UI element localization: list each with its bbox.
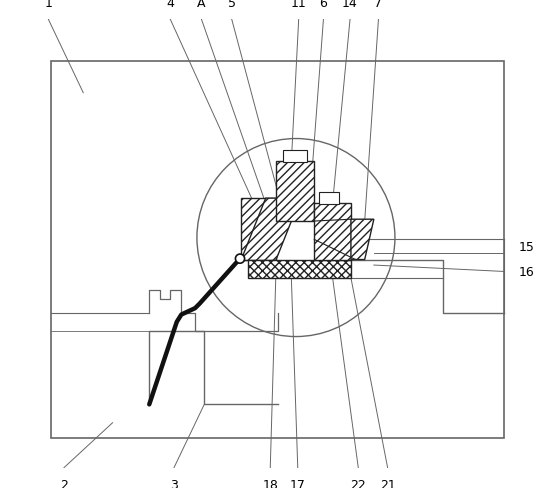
Text: 14: 14	[342, 0, 358, 10]
Text: 4: 4	[166, 0, 174, 10]
Text: 7: 7	[374, 0, 383, 10]
Text: 18: 18	[262, 478, 278, 488]
Bar	[276, 162, 314, 222]
Bar	[241, 199, 276, 261]
Circle shape	[235, 255, 245, 264]
Bar	[283, 150, 307, 163]
Bar	[249, 260, 351, 278]
Text: 11: 11	[291, 0, 306, 10]
Bar	[314, 203, 351, 260]
Bar	[319, 192, 339, 204]
Text: 5: 5	[228, 0, 236, 10]
Text: 15: 15	[519, 241, 534, 254]
Text: 16: 16	[519, 265, 534, 278]
Text: 17: 17	[290, 478, 306, 488]
Bar	[51, 61, 504, 438]
Polygon shape	[241, 199, 300, 261]
Text: 1: 1	[44, 0, 52, 10]
Text: 3: 3	[170, 478, 178, 488]
Text: 21: 21	[380, 478, 395, 488]
Text: A: A	[197, 0, 206, 10]
Text: 6: 6	[320, 0, 327, 10]
Polygon shape	[351, 220, 374, 260]
Text: 2: 2	[60, 478, 68, 488]
Text: 22: 22	[350, 478, 366, 488]
